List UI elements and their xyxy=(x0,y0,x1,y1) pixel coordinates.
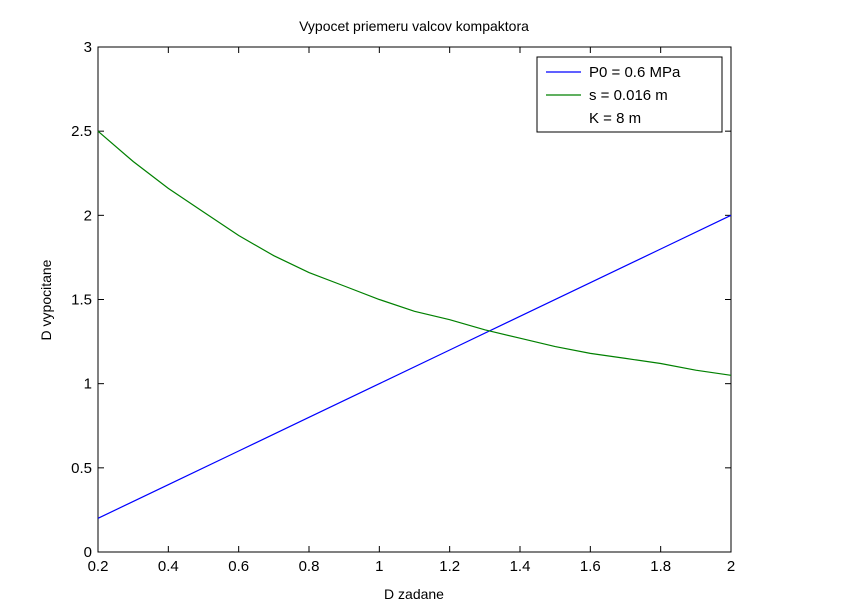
y-tick-label: 1 xyxy=(84,376,92,393)
series-lines xyxy=(97,130,732,519)
series-line-2 xyxy=(97,130,732,376)
y-tick-label: 3 xyxy=(84,39,92,56)
x-tick-label: 1.6 xyxy=(580,558,601,575)
legend: P0 = 0.6 MPa s = 0.016 m K = 8 m xyxy=(536,56,723,133)
y-tick-label: 2 xyxy=(84,207,92,224)
x-tick-label: 1 xyxy=(375,558,383,575)
x-axis-title: D zadane xyxy=(384,586,444,602)
x-tick-label: 0.4 xyxy=(158,558,179,575)
x-tick-label: 1.8 xyxy=(650,558,671,575)
legend-extra-label: K = 8 m xyxy=(589,110,641,127)
x-tick-label: 0.8 xyxy=(299,558,320,575)
y-axis-title: D vypocitane xyxy=(38,259,54,340)
x-tick-label: 1.2 xyxy=(439,558,460,575)
series-line-1 xyxy=(97,214,732,519)
x-tick-label: 0.2 xyxy=(88,558,109,575)
x-tick-label: 2 xyxy=(727,558,735,575)
y-tick-label: 0 xyxy=(84,544,92,561)
legend-label-1: P0 = 0.6 MPa xyxy=(589,64,681,81)
chart-title: Vypocet priemeru valcov kompaktora xyxy=(299,18,529,34)
y-tick-label: 2.5 xyxy=(71,123,92,140)
x-axis-ticks: 0.2 0.4 0.6 0.8 1 1.2 1.4 1.6 1.8 2 xyxy=(88,47,735,575)
x-tick-label: 1.4 xyxy=(510,558,531,575)
y-tick-label: 1.5 xyxy=(71,292,92,309)
y-tick-label: 0.5 xyxy=(71,460,92,477)
legend-label-2: s = 0.016 m xyxy=(589,87,668,104)
y-axis-ticks: 0 0.5 1 1.5 2 2.5 3 xyxy=(71,39,731,561)
x-tick-label: 0.6 xyxy=(228,558,249,575)
